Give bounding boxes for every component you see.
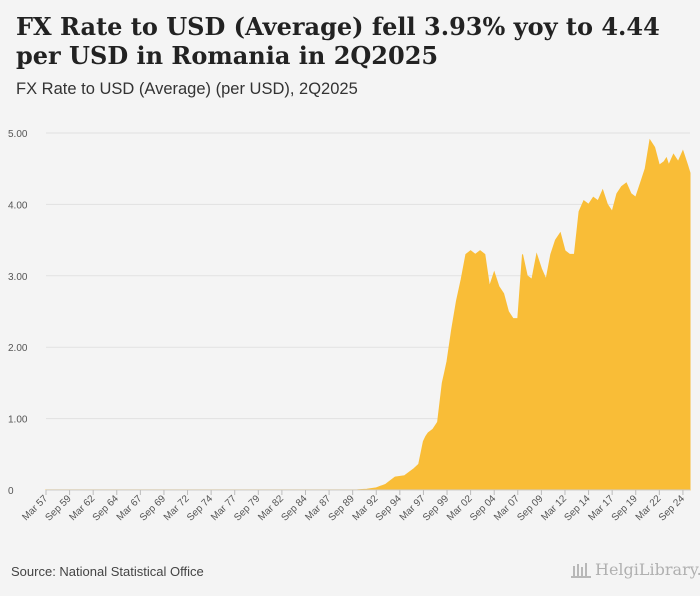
logo-text: HelgiLibrary. xyxy=(595,560,700,579)
y-tick-label: 1.00 xyxy=(8,415,28,426)
x-tick-label: Sep 94 xyxy=(374,493,404,523)
x-tick-label: Sep 74 xyxy=(185,493,215,523)
y-tick-label: 0 xyxy=(8,486,14,497)
x-tick-label: Sep 64 xyxy=(91,493,121,523)
x-tick-label: Sep 14 xyxy=(562,493,592,523)
y-tick-label: 5.00 xyxy=(8,129,28,140)
footer: Source: National Statistical Office Helg… xyxy=(0,550,700,596)
x-tick-label: Sep 89 xyxy=(327,493,357,523)
plot-area: 0 1.00 2.00 3.00 4.00 5.00 Mar 57 Sep 59 Mar 62 S… xyxy=(0,113,700,550)
chart-subtitle: FX Rate to USD (Average) (per USD), 2Q20… xyxy=(16,80,358,98)
series-area xyxy=(45,138,691,491)
x-tick-label: Sep 59 xyxy=(44,493,74,523)
x-tick-label: Sep 09 xyxy=(515,493,545,523)
y-tick-label: 3.00 xyxy=(8,272,28,283)
header: FX Rate to USD (Average) fell 3.93% yoy … xyxy=(0,0,700,113)
chart-title: FX Rate to USD (Average) fell 3.93% yoy … xyxy=(16,12,660,70)
x-tick-label: Sep 24 xyxy=(657,493,687,523)
library-icon xyxy=(571,563,591,578)
x-tick-label: Sep 69 xyxy=(138,493,168,523)
x-tick-label: Sep 79 xyxy=(232,493,262,523)
x-tick-label: Sep 04 xyxy=(468,493,498,523)
x-tick-label: Sep 84 xyxy=(279,493,309,523)
x-tick-label: Sep 99 xyxy=(421,493,451,523)
y-tick-label: 4.00 xyxy=(8,200,28,211)
helgi-library-logo[interactable]: HelgiLibrary. xyxy=(570,560,700,579)
source-note: Source: National Statistical Office xyxy=(11,564,204,579)
x-tick-label: Sep 19 xyxy=(610,493,640,523)
y-tick-label: 2.00 xyxy=(8,343,28,354)
